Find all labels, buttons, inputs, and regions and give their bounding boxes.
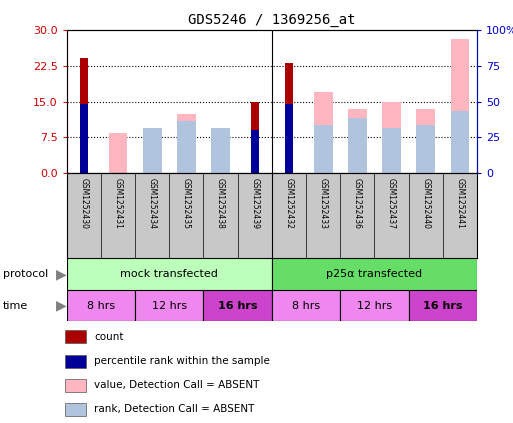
Text: GSM1252430: GSM1252430 [80, 178, 88, 229]
Bar [382, 128, 401, 173]
Bar [65, 330, 86, 343]
Bar [204, 290, 272, 321]
Bar [211, 130, 230, 173]
Bar [348, 118, 367, 173]
Text: GSM1252431: GSM1252431 [113, 178, 123, 228]
Text: 12 hrs: 12 hrs [357, 301, 392, 310]
Bar [67, 290, 135, 321]
Bar [143, 130, 162, 173]
Text: ▶: ▶ [56, 267, 67, 281]
Text: 8 hrs: 8 hrs [292, 301, 320, 310]
Text: 8 hrs: 8 hrs [87, 301, 115, 310]
Bar [211, 128, 230, 173]
Text: ▶: ▶ [56, 299, 67, 313]
Bar [450, 111, 469, 173]
Bar [80, 104, 88, 173]
Bar [285, 104, 293, 173]
Bar [382, 102, 401, 173]
Title: GDS5246 / 1369256_at: GDS5246 / 1369256_at [188, 13, 356, 27]
Bar [314, 126, 332, 173]
Bar [65, 403, 86, 416]
Text: percentile rank within the sample: percentile rank within the sample [94, 356, 270, 366]
Text: 12 hrs: 12 hrs [152, 301, 187, 310]
Text: GSM1252433: GSM1252433 [319, 178, 328, 229]
Text: count: count [94, 332, 124, 342]
Text: p25α transfected: p25α transfected [326, 269, 423, 279]
Bar [109, 133, 127, 173]
Text: protocol: protocol [3, 269, 48, 279]
Text: time: time [3, 301, 28, 310]
Text: GSM1252440: GSM1252440 [421, 178, 430, 229]
Text: mock transfected: mock transfected [121, 269, 218, 279]
Text: GSM1252432: GSM1252432 [285, 178, 293, 228]
Text: GSM1252436: GSM1252436 [353, 178, 362, 229]
Bar [177, 113, 196, 173]
Bar [340, 290, 409, 321]
Bar [409, 290, 477, 321]
Bar [143, 128, 162, 173]
Bar [450, 39, 469, 173]
Bar [67, 258, 272, 290]
Bar [314, 92, 332, 173]
Bar [135, 290, 204, 321]
Bar [272, 258, 477, 290]
Bar [285, 63, 293, 173]
Bar [80, 58, 88, 173]
Bar [272, 290, 340, 321]
Text: value, Detection Call = ABSENT: value, Detection Call = ABSENT [94, 380, 260, 390]
Text: GSM1252437: GSM1252437 [387, 178, 396, 229]
Text: GSM1252439: GSM1252439 [250, 178, 259, 229]
Bar [348, 109, 367, 173]
Text: rank, Detection Call = ABSENT: rank, Detection Call = ABSENT [94, 404, 254, 415]
Bar [251, 102, 259, 173]
Bar [177, 121, 196, 173]
Text: GSM1252438: GSM1252438 [216, 178, 225, 228]
Text: GSM1252441: GSM1252441 [456, 178, 464, 228]
Text: 16 hrs: 16 hrs [218, 301, 258, 310]
Bar [251, 130, 259, 173]
Bar [417, 126, 435, 173]
Bar [417, 109, 435, 173]
Bar [65, 379, 86, 392]
Text: GSM1252435: GSM1252435 [182, 178, 191, 229]
Text: GSM1252434: GSM1252434 [148, 178, 156, 229]
Text: 16 hrs: 16 hrs [423, 301, 463, 310]
Bar [65, 354, 86, 368]
